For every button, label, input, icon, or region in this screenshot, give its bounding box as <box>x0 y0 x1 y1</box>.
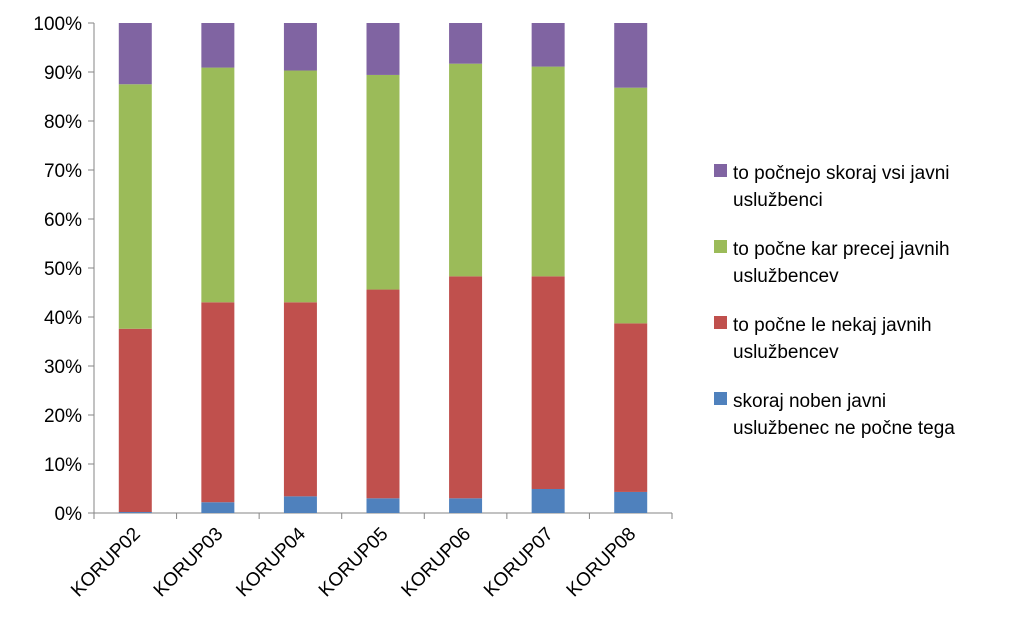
y-tick-label: 30% <box>44 357 82 378</box>
bar-segment-series-1 <box>449 498 483 513</box>
bar-segment-series-4 <box>201 23 235 68</box>
bar-segment-series-2 <box>283 302 317 497</box>
y-tick-label: 40% <box>44 308 82 329</box>
legend: to počnejo skoraj vsi javniuslužbencito … <box>714 163 955 439</box>
bar-segment-series-2 <box>201 302 235 503</box>
x-tick-label: KORUP05 <box>315 524 393 602</box>
y-tick-label: 10% <box>44 455 82 476</box>
bar-segment-series-4 <box>449 23 483 64</box>
bar-segment-series-2 <box>118 328 152 513</box>
y-axis-tick-labels: 0% 10% 20% 30% 40% 50% 60% 70% 80% 90% 100% <box>33 14 82 525</box>
bar-segment-series-4 <box>614 23 648 88</box>
bar-stack-korup02 <box>118 23 152 513</box>
legend-swatch <box>714 392 727 405</box>
bar-segment-series-1 <box>118 512 152 513</box>
bar-stack-korup07 <box>531 23 565 513</box>
y-tick-label: 0% <box>55 504 83 525</box>
bar-segment-series-3 <box>201 67 235 303</box>
legend-item: to počne le nekaj javnih uslužbencev <box>714 315 932 363</box>
legend-label: uslužbencev <box>733 266 839 287</box>
bar-segment-series-1 <box>283 496 317 513</box>
x-tick-label: KORUP08 <box>563 524 641 602</box>
x-tick-label: KORUP02 <box>67 524 145 602</box>
bar-segment-series-2 <box>449 276 483 499</box>
x-axis-tick-labels: KORUP02 KORUP03 KORUP04 KORUP05 KORUP06 KORUP… <box>67 523 640 601</box>
bar-segment-series-3 <box>118 84 152 329</box>
legend-label: to počne kar precej javnih <box>733 239 950 260</box>
legend-label: skoraj noben javni <box>733 391 886 412</box>
bar-segment-series-2 <box>366 289 400 499</box>
legend-swatch <box>714 240 727 253</box>
y-tick-label: 20% <box>44 406 82 427</box>
x-tick-label: KORUP03 <box>150 524 228 602</box>
legend-label: uslužbenci <box>733 190 823 211</box>
bar-segment-series-2 <box>531 276 565 489</box>
x-tick-label: KORUP07 <box>480 524 558 602</box>
bar-segment-series-4 <box>118 23 152 85</box>
legend-item: skoraj noben javni uslužbenec ne počne te… <box>714 391 955 439</box>
legend-label: to počne le nekaj javnih <box>733 315 932 336</box>
x-tick-label: KORUP06 <box>398 524 476 602</box>
legend-label: to počnejo skoraj vsi javni <box>733 163 950 184</box>
bar-stack-korup08 <box>614 23 648 513</box>
bar-segment-series-3 <box>449 63 483 277</box>
bar-stack-korup05 <box>366 23 400 513</box>
bar-stack-korup03 <box>201 23 235 513</box>
bar-segment-series-4 <box>366 23 400 75</box>
bar-segment-series-1 <box>614 491 648 513</box>
bar-segment-series-3 <box>283 70 317 303</box>
y-tick-label: 60% <box>44 210 82 231</box>
y-tick-label: 70% <box>44 161 82 182</box>
y-tick-label: 50% <box>44 259 82 280</box>
bar-segment-series-4 <box>531 23 565 67</box>
axes <box>88 22 673 519</box>
bar-segment-series-4 <box>283 23 317 71</box>
legend-label: uslužbencev <box>733 342 839 363</box>
legend-swatch <box>714 316 727 329</box>
bar-segment-series-2 <box>614 323 648 492</box>
bars <box>118 23 648 513</box>
bar-segment-series-3 <box>531 66 565 277</box>
bar-segment-series-1 <box>531 488 565 513</box>
bar-segment-series-1 <box>366 498 400 513</box>
bar-segment-series-1 <box>201 502 235 513</box>
bar-segment-series-3 <box>366 74 400 290</box>
y-tick-label: 90% <box>44 63 82 84</box>
bar-stack-korup06 <box>449 23 483 513</box>
bar-stack-korup04 <box>283 23 317 513</box>
y-tick-label: 100% <box>33 14 82 35</box>
legend-item: to počne kar precej javnih uslužbencev <box>714 239 950 287</box>
legend-item: to počnejo skoraj vsi javni uslužbenci <box>714 163 950 211</box>
legend-label: uslužbenec ne počne tega <box>733 418 955 439</box>
bar-segment-series-3 <box>614 87 648 324</box>
legend-swatch <box>714 164 727 177</box>
y-tick-label: 80% <box>44 112 82 133</box>
x-tick-label: KORUP04 <box>232 523 310 601</box>
